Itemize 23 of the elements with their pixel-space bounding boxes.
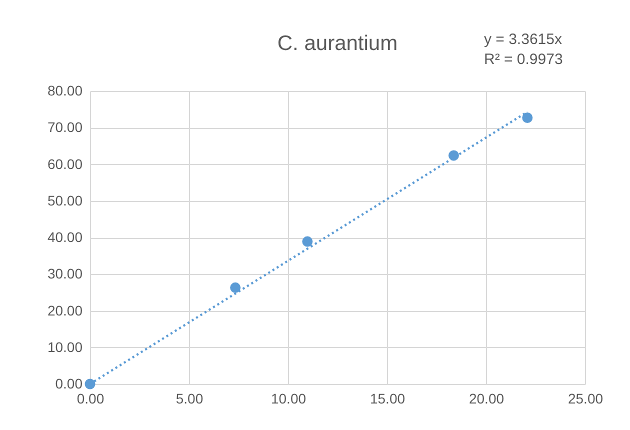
point xyxy=(522,112,533,123)
x-tick-label: 5.00 xyxy=(176,390,204,406)
y-tick-label: 10.00 xyxy=(47,338,83,355)
text: y = 3.3615x xyxy=(484,30,563,50)
text: R² = 0.9973 xyxy=(484,50,563,70)
y-tick-label: 80.00 xyxy=(47,82,83,98)
x-tick-label: 20.00 xyxy=(468,390,504,406)
y-tick-label: 40.00 xyxy=(47,229,83,245)
point xyxy=(230,282,241,293)
y-tick-label: 0.00 xyxy=(55,376,83,392)
x-tick-label: 15.00 xyxy=(370,390,406,406)
y-tick-label: 50.00 xyxy=(47,192,83,208)
y-tick-label: 20.00 xyxy=(47,302,83,318)
point xyxy=(302,236,313,247)
x-tick-label: 25.00 xyxy=(568,390,604,406)
x-tick-label: 0.00 xyxy=(76,390,104,406)
point xyxy=(84,378,96,390)
y-tick-label: 70.00 xyxy=(47,119,83,136)
chart-title: C. aurantium xyxy=(277,32,398,55)
y-tick-label: 60.00 xyxy=(47,156,83,172)
x-tick-label: 10.00 xyxy=(270,390,306,406)
y-tick-label: 30.00 xyxy=(47,266,83,282)
point xyxy=(448,150,459,161)
